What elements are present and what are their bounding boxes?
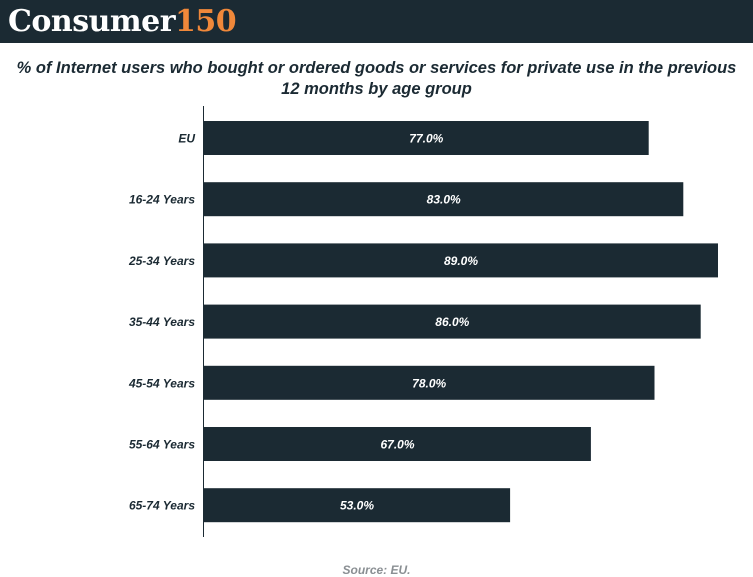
bar-55-64-years [204, 427, 591, 461]
source-note: Source: EU. [342, 563, 411, 577]
chart-title: % of Internet users who bought or ordere… [0, 58, 753, 100]
bar-35-44-years [204, 304, 701, 339]
category-labels-layer: EU 16-24 Years 25-34 Years 35-44 Years 45-54… [128, 132, 195, 513]
logo-number: 150 [175, 3, 237, 39]
bar-value-label-65-74-years: 53.0% [340, 499, 374, 513]
bar-value-label-45-54-years: 78.0% [412, 376, 446, 390]
brand-logo[interactable]: Consumer150 [8, 3, 237, 39]
category-label-eu: EU [178, 132, 195, 146]
bar-value-label-25-34-years: 89.0% [444, 254, 478, 268]
bar-25-34-years [204, 243, 718, 278]
chart-title-line-2: 12 months by age group [281, 80, 472, 98]
category-label-55-64-years: 55-64 Years [129, 438, 195, 452]
bar-value-label-55-64-years: 67.0% [380, 438, 414, 452]
category-label-65-74-years: 65-74 Years [129, 499, 195, 513]
category-label-45-54-years: 45-54 Years [128, 376, 195, 390]
bar-45-54-years [204, 365, 655, 400]
chart-title-line-1: % of Internet users who bought or ordere… [16, 59, 737, 77]
bar-65-74-years [204, 488, 511, 523]
bar-16-24-years [204, 182, 684, 217]
category-label-16-24-years: 16-24 Years [129, 193, 195, 207]
bar-value-label-35-44-years: 86.0% [435, 315, 469, 329]
bar-eu [204, 121, 649, 155]
bar-value-label-eu: 77.0% [409, 132, 443, 146]
header-bar: Consumer150 [0, 0, 753, 43]
category-label-35-44-years: 35-44 Years [129, 315, 195, 329]
logo-word: Consumer [8, 3, 176, 39]
category-label-25-34-years: 25-34 Years [128, 254, 195, 268]
bars-layer: 77.0% 83.0% 89.0% 86.0% 78.0% 67.0% 53.0% [204, 121, 718, 523]
bar-value-label-16-24-years: 83.0% [427, 193, 461, 207]
